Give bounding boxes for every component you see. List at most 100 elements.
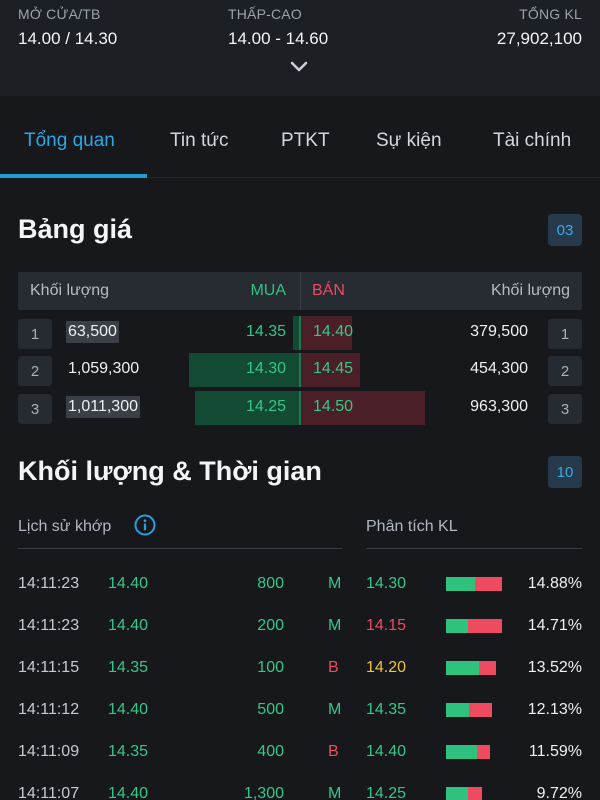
sell-volume: 379,500 <box>470 323 528 340</box>
trade-side: M <box>328 701 342 718</box>
buy-price[interactable]: 14.25 <box>245 398 286 415</box>
tab-news[interactable]: Tin tức <box>170 130 229 151</box>
header-divider <box>300 272 301 310</box>
sell-depth-bar <box>301 391 425 425</box>
volume-ratio-bar <box>446 661 496 675</box>
center-divider <box>299 353 301 387</box>
trade-volume: 500 <box>257 701 284 718</box>
trade-time: 14:11:23 <box>18 617 80 634</box>
trade-time: 14:11:07 <box>18 785 80 800</box>
analysis-price: 14.30 <box>366 575 407 592</box>
stats-header: MỞ CỬA/TB 14.00 / 14.30 THẤP-CAO 14.00 -… <box>0 0 600 96</box>
sell-depth-bar <box>301 316 352 350</box>
trade-time: 14:11:15 <box>18 659 80 676</box>
trade-time: 14:11:09 <box>18 743 80 760</box>
tab-bar: Tổng quan Tin tức PTKT Sự kiện Tài chính <box>0 108 600 178</box>
center-divider <box>299 316 301 350</box>
trade-price: 14.35 <box>108 743 149 760</box>
analysis-price: 14.40 <box>366 743 407 760</box>
open-avg-label: MỞ CỬA/TB <box>18 6 101 22</box>
tab-financials[interactable]: Tài chính <box>493 130 572 151</box>
volume-analysis-label: Phân tích KL <box>366 518 458 535</box>
trade-volume: 200 <box>257 617 284 634</box>
buy-volume: 63,500 <box>66 321 119 343</box>
low-high-label: THẤP-CAO <box>228 6 302 22</box>
trade-time: 14:11:23 <box>18 575 80 592</box>
low-high-value: 14.00 - 14.60 <box>228 29 329 48</box>
tab-overview[interactable]: Tổng quan <box>24 130 115 151</box>
sell-portion <box>468 787 482 800</box>
tab-technical[interactable]: PTKT <box>281 130 330 151</box>
trade-price: 14.40 <box>108 575 149 592</box>
trade-volume: 400 <box>257 743 284 760</box>
trade-volume: 1,300 <box>243 785 284 800</box>
buy-volume: 1,011,300 <box>66 396 140 418</box>
volume-ratio-bar <box>446 577 502 591</box>
analysis-price: 14.35 <box>366 701 407 718</box>
buy-portion <box>446 787 468 800</box>
sell-portion <box>477 745 490 759</box>
price-board-title: Bảng giá <box>18 214 133 244</box>
info-icon[interactable] <box>134 514 156 536</box>
history-underline <box>18 548 342 549</box>
analysis-price: 14.20 <box>366 659 407 676</box>
volume-ratio-bar <box>446 619 502 633</box>
trade-volume: 800 <box>257 575 284 592</box>
sell-price[interactable]: 14.40 <box>313 323 354 340</box>
volume-share: 14.71% <box>527 617 582 634</box>
open-avg-value: 14.00 / 14.30 <box>18 29 118 48</box>
analysis-underline <box>366 548 582 549</box>
volume-share: 14.88% <box>527 575 582 592</box>
sell-header: BÁN <box>312 282 345 299</box>
buy-portion <box>446 703 469 717</box>
buy-depth-bar <box>189 353 299 387</box>
trade-price: 14.40 <box>108 785 149 800</box>
sell-volume: 963,300 <box>470 398 528 415</box>
sell-price[interactable]: 14.45 <box>313 360 354 377</box>
buy-price[interactable]: 14.30 <box>245 360 286 377</box>
trades-count-badge[interactable]: 10 <box>548 456 582 488</box>
buy-portion <box>446 577 475 591</box>
trade-price: 14.40 <box>108 701 149 718</box>
price-board-header: Khối lượng MUA BÁN Khối lượng <box>18 272 582 310</box>
trade-side: M <box>328 617 342 634</box>
buy-header: MUA <box>250 282 286 299</box>
trade-volume: 100 <box>257 659 284 676</box>
sell-price[interactable]: 14.50 <box>313 398 354 415</box>
buy-price[interactable]: 14.35 <box>245 323 286 340</box>
buy-portion <box>446 661 479 675</box>
sell-level-badge: 1 <box>548 319 582 349</box>
volume-share: 13.52% <box>527 659 582 676</box>
volume-share: 9.72% <box>536 785 582 800</box>
buy-level-badge: 3 <box>18 394 52 424</box>
sell-volume: 454,300 <box>470 360 528 377</box>
volume-ratio-bar <box>446 745 490 759</box>
center-divider <box>299 391 301 425</box>
trades-title: Khối lượng & Thời gian <box>18 456 322 486</box>
price-board-depth-badge[interactable]: 03 <box>548 214 582 246</box>
sell-level-badge: 3 <box>548 394 582 424</box>
active-tab-indicator <box>0 174 147 178</box>
chevron-down-icon[interactable] <box>287 58 311 76</box>
tab-events[interactable]: Sự kiện <box>376 130 442 151</box>
trade-side: B <box>328 659 339 676</box>
sell-volume-header: Khối lượng <box>490 282 570 299</box>
trade-price: 14.35 <box>108 659 149 676</box>
sell-portion <box>468 619 502 633</box>
sell-level-badge: 2 <box>548 356 582 386</box>
buy-level-badge: 2 <box>18 356 52 386</box>
total-volume-label: TỔNG KL <box>519 6 582 22</box>
buy-portion <box>446 619 468 633</box>
volume-share: 12.13% <box>527 701 582 718</box>
buy-depth-bar <box>293 316 299 350</box>
buy-volume-header: Khối lượng <box>30 282 110 299</box>
sell-portion <box>479 661 496 675</box>
analysis-price: 14.15 <box>366 617 407 634</box>
sell-portion <box>469 703 492 717</box>
trade-side: B <box>328 743 339 760</box>
trade-price: 14.40 <box>108 617 149 634</box>
buy-volume: 1,059,300 <box>68 360 140 377</box>
buy-portion <box>446 745 477 759</box>
trade-side: M <box>328 785 342 800</box>
sell-portion <box>475 577 502 591</box>
